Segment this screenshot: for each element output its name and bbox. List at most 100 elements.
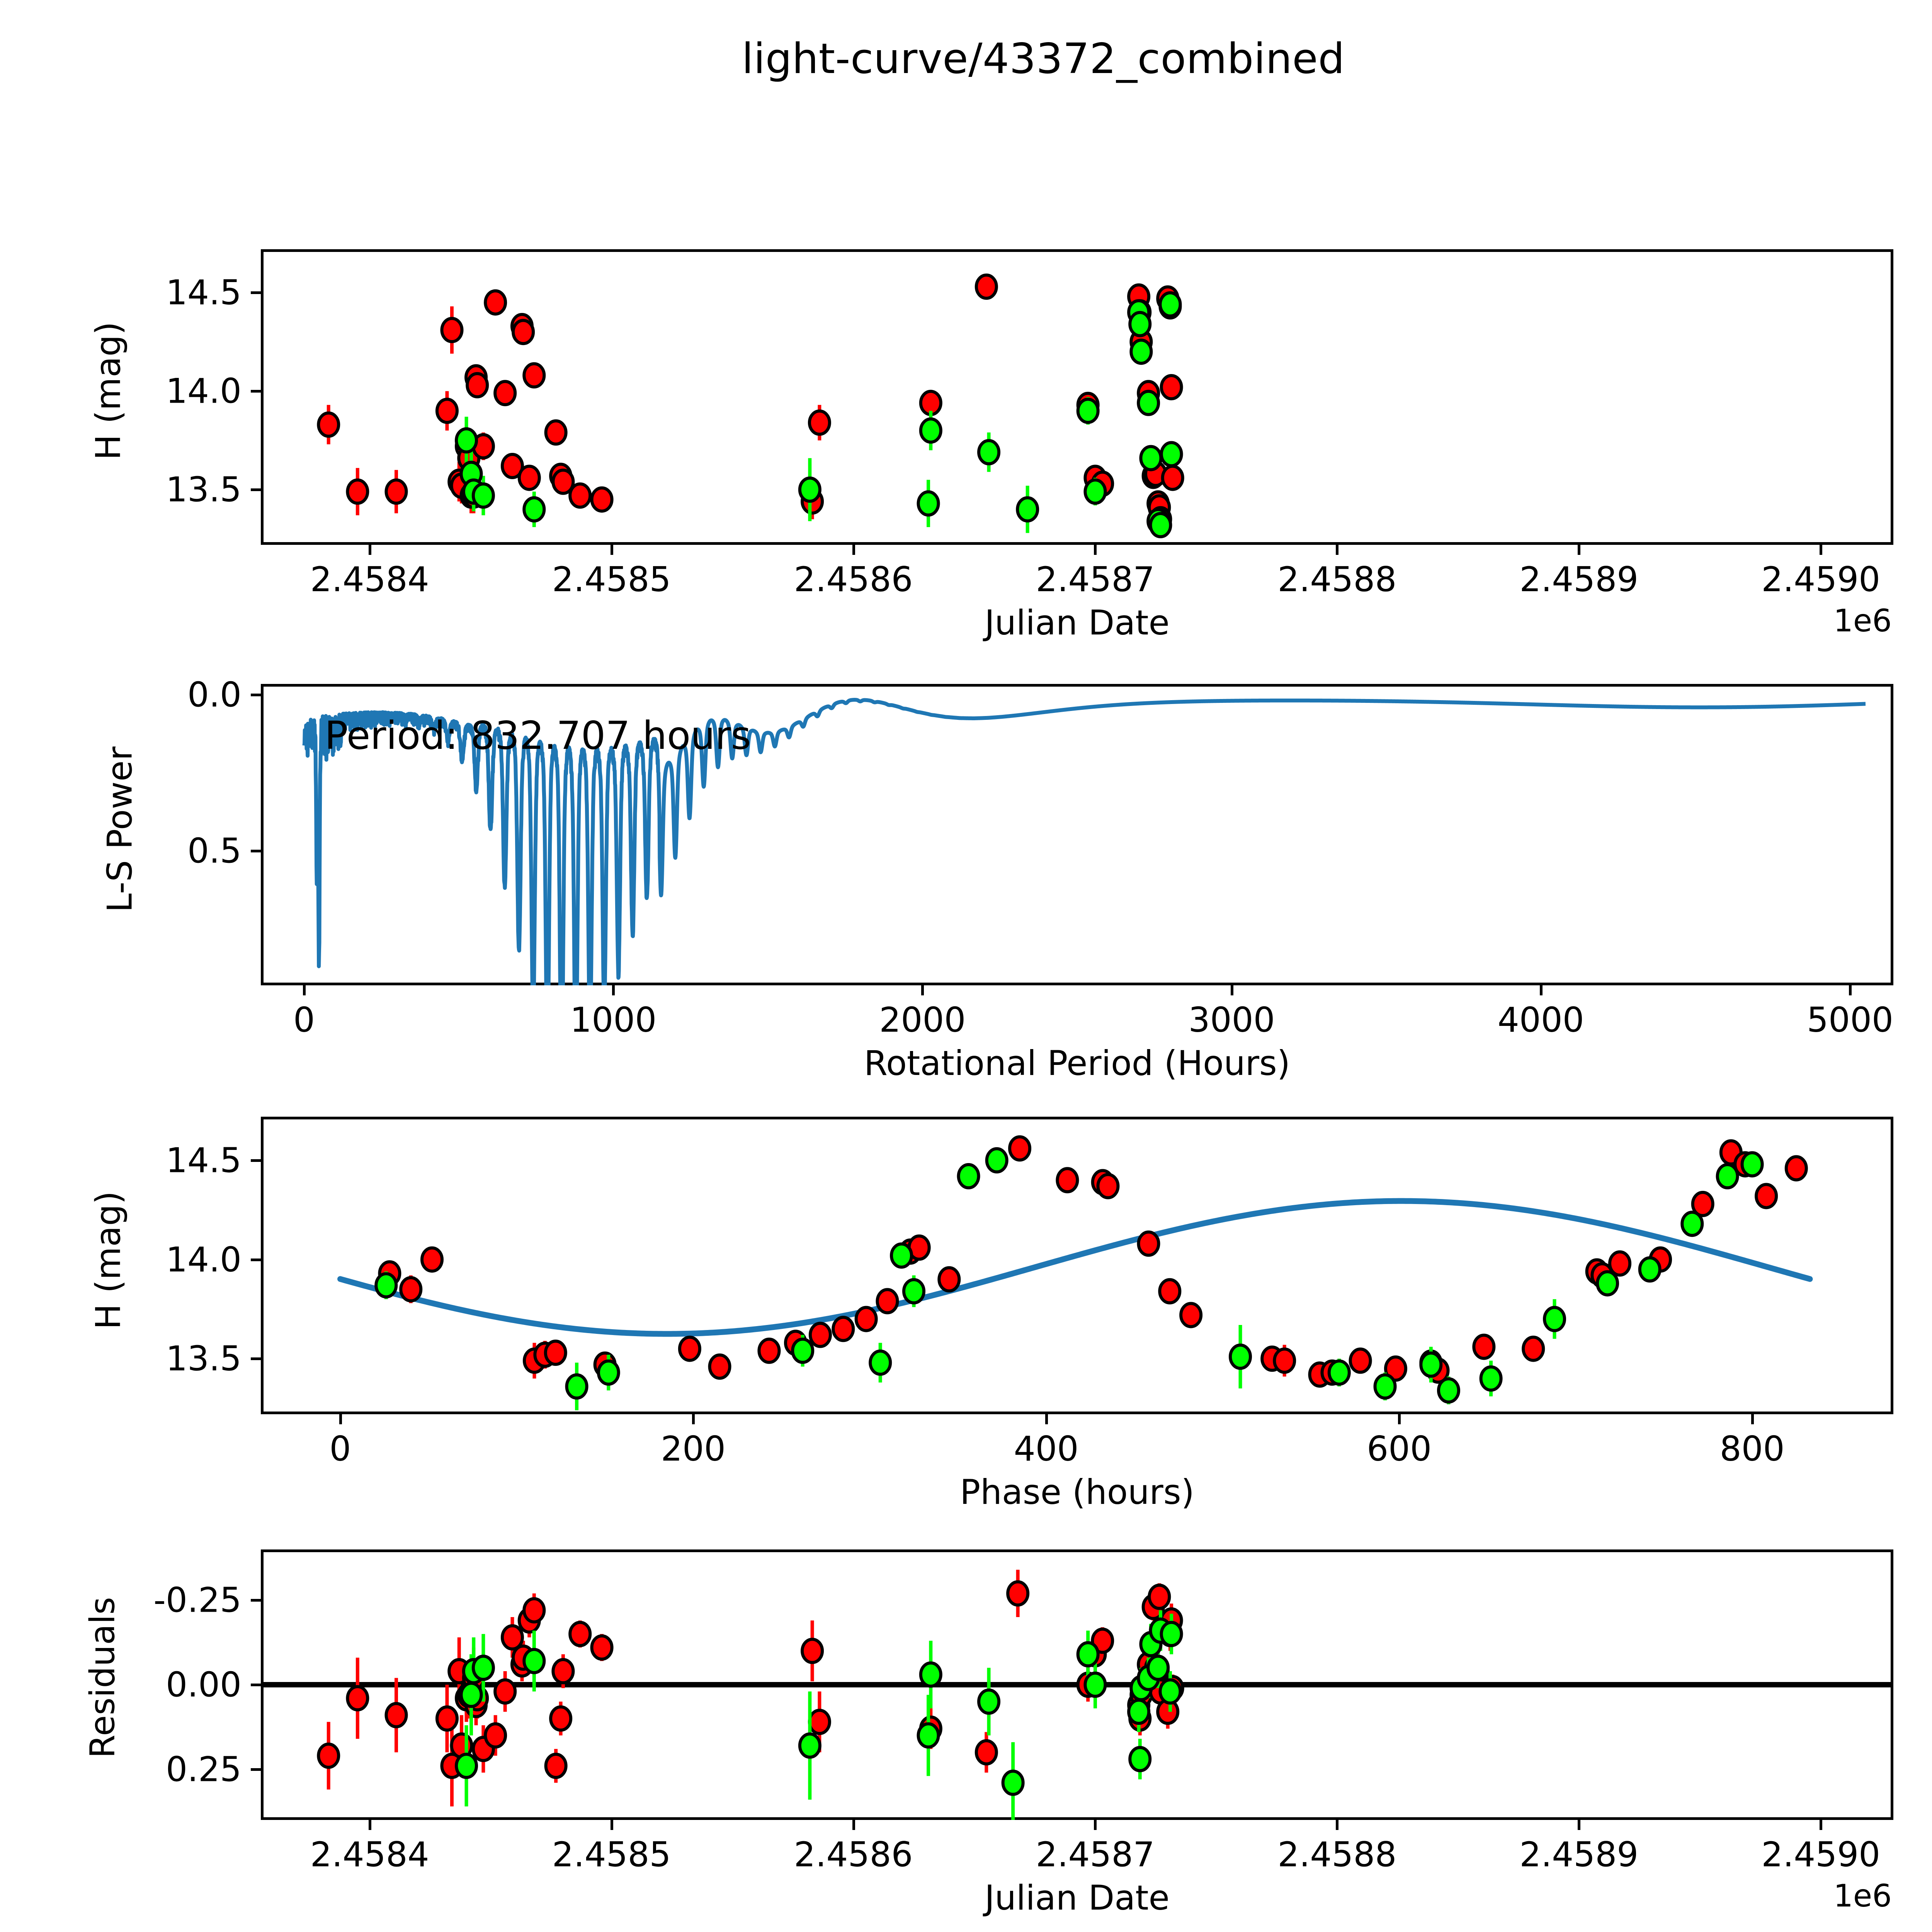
residuals-xlabel: Julian Date <box>985 1878 1170 1918</box>
data-point <box>876 1288 899 1315</box>
data-point <box>1680 1211 1704 1237</box>
data-point <box>551 1658 575 1684</box>
data-point <box>1160 374 1183 400</box>
data-point <box>975 1739 998 1765</box>
periodogram-ytick-mark <box>251 850 261 853</box>
phase-ytick-mark <box>251 1258 261 1261</box>
lightcurve-xtick-mark <box>1578 545 1581 555</box>
residuals-xtick: 2.4585 <box>552 1835 671 1874</box>
residuals-ytick-mark <box>251 1768 261 1771</box>
data-point <box>919 417 942 444</box>
data-point <box>549 1705 573 1732</box>
data-point <box>500 453 524 479</box>
phase-xtick-mark <box>1045 1414 1048 1424</box>
lightcurve-xtick: 2.4588 <box>1277 560 1397 599</box>
data-point <box>1740 1151 1764 1178</box>
residuals-xtick-mark <box>368 1820 371 1830</box>
data-point <box>1608 1250 1632 1277</box>
lightcurve-ytick: 14.0 <box>166 371 242 411</box>
data-point <box>1160 1621 1183 1647</box>
lightcurve-xtick-mark <box>852 545 855 555</box>
data-point <box>1076 1641 1100 1668</box>
data-point <box>471 482 495 509</box>
sine-fit-curve <box>337 1198 1813 1337</box>
data-point <box>374 1272 398 1299</box>
data-point <box>544 1753 568 1779</box>
periodogram-xtick-mark <box>1230 985 1233 995</box>
periodogram-xtick: 5000 <box>1806 1000 1893 1040</box>
data-point <box>522 496 546 523</box>
data-point <box>544 1339 567 1366</box>
periodogram-xtick: 4000 <box>1497 1000 1584 1040</box>
residuals-xtick: 2.4588 <box>1277 1835 1397 1874</box>
lightcurve-xtick: 2.4586 <box>794 560 913 599</box>
data-point <box>1083 478 1107 505</box>
data-point <box>484 1722 507 1749</box>
periodogram-xtick: 2000 <box>879 1000 966 1040</box>
data-point <box>399 1276 423 1303</box>
data-point <box>1083 1672 1107 1698</box>
data-point <box>678 1335 701 1362</box>
data-point <box>1273 1347 1296 1374</box>
data-point <box>902 1278 925 1304</box>
data-point <box>1056 1167 1079 1194</box>
data-point <box>1716 1163 1739 1189</box>
data-point <box>757 1337 781 1364</box>
data-point <box>590 486 614 513</box>
data-point <box>890 1242 913 1269</box>
data-point <box>1522 1335 1545 1362</box>
lightcurve-ytick-mark <box>251 488 261 492</box>
data-point <box>1179 1302 1203 1328</box>
lightcurve-xtick-mark <box>1820 545 1823 555</box>
lightcurve-xtick-mark <box>1094 545 1097 555</box>
data-point <box>917 490 940 517</box>
data-point <box>1149 512 1172 538</box>
data-point <box>590 1634 614 1661</box>
phase-xtick-mark <box>1398 1414 1401 1424</box>
data-point <box>808 1321 832 1348</box>
phase-xtick: 200 <box>661 1429 726 1469</box>
data-point <box>977 1688 1001 1715</box>
periodogram-xtick-mark <box>1539 985 1543 995</box>
data-point <box>420 1246 444 1273</box>
data-point <box>317 1742 340 1769</box>
residuals-ytick: 0.00 <box>166 1665 242 1705</box>
data-point <box>1691 1190 1714 1217</box>
residuals-series-red_band <box>317 1570 1184 1806</box>
data-point <box>808 409 831 436</box>
data-point <box>977 439 1001 466</box>
data-point <box>1016 496 1039 523</box>
data-point <box>957 1163 980 1189</box>
data-point <box>1472 1333 1496 1360</box>
periodogram-xtick: 1000 <box>570 1000 657 1040</box>
residuals-xtick-mark <box>852 1820 855 1830</box>
data-point <box>1128 1746 1152 1772</box>
phase-xlabel: Phase (hours) <box>960 1472 1194 1512</box>
lightcurve-ytick: 13.5 <box>166 469 242 510</box>
phase-xtick: 800 <box>1719 1429 1785 1469</box>
residuals-offset-text: 1e6 <box>1833 1878 1892 1914</box>
data-point <box>798 1732 821 1759</box>
residuals-xtick-mark <box>610 1820 613 1830</box>
lightcurve-ytick-mark <box>251 291 261 294</box>
data-point <box>317 411 340 438</box>
data-point <box>1096 1173 1120 1199</box>
data-point <box>1008 1135 1032 1162</box>
data-point <box>1419 1351 1443 1378</box>
data-point <box>1091 1628 1114 1654</box>
data-point <box>708 1353 731 1380</box>
phase-xtick: 0 <box>329 1429 351 1469</box>
phase-series-green_band <box>374 1147 1764 1410</box>
data-point <box>937 1266 961 1293</box>
data-point <box>551 468 575 495</box>
data-point <box>493 1678 517 1705</box>
data-point <box>808 1709 831 1735</box>
periodogram-xtick: 0 <box>293 1000 315 1040</box>
lightcurve-xlabel: Julian Date <box>985 603 1170 643</box>
lightcurve-series-green_band <box>455 291 1183 538</box>
data-point <box>522 362 546 389</box>
residuals-panel <box>261 1549 1893 1820</box>
residuals-xtick-mark <box>1578 1820 1581 1830</box>
data-point <box>544 419 568 446</box>
